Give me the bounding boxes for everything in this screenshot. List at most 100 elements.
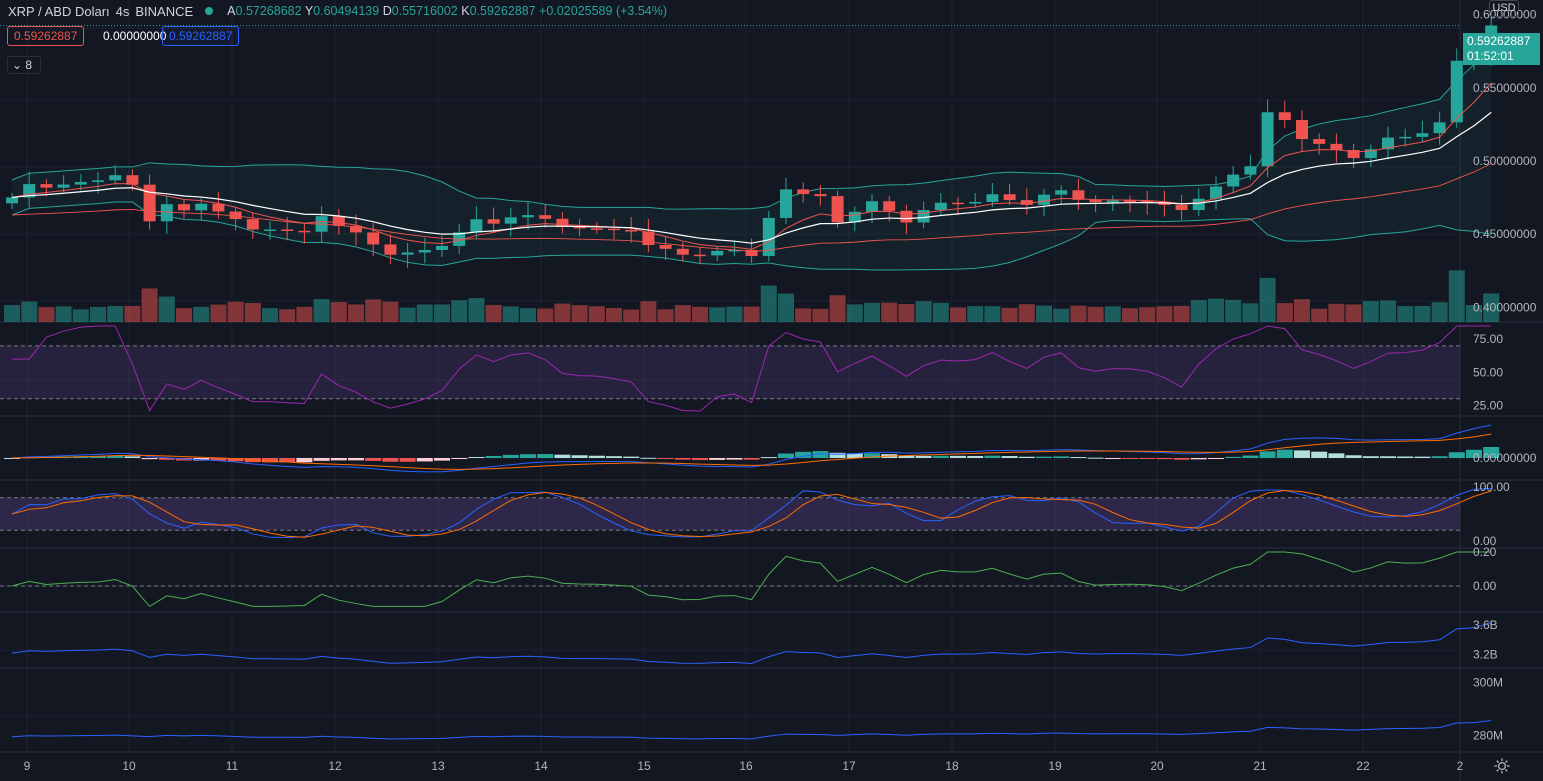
volume-bar: [1345, 304, 1362, 322]
macd-histogram-bar: [950, 455, 966, 458]
macd-histogram-bar: [279, 458, 296, 463]
macd-histogram-bar: [330, 458, 347, 461]
high-value: 0.60494139: [313, 4, 380, 18]
macd-histogram-bar: [90, 456, 106, 458]
volume-bar: [1311, 308, 1328, 322]
candle-body: [1244, 166, 1257, 175]
buy-button[interactable]: 0.59262887: [162, 26, 240, 46]
indicators-toggle-button[interactable]: ⌄ 8: [7, 56, 41, 74]
macd-histogram-bar: [1001, 456, 1018, 458]
candle-body: [969, 201, 982, 204]
macd-histogram-bar: [674, 458, 691, 460]
volume-bar: [1225, 299, 1242, 322]
volume-bar: [4, 305, 20, 322]
stoch-tick-label: 100.00: [1473, 480, 1510, 494]
candle-body: [160, 204, 173, 222]
volume-bar: [124, 305, 141, 322]
volume-bar: [1414, 306, 1431, 322]
macd-histogram-bar: [124, 456, 141, 458]
symbol-name[interactable]: XRP / ABD Doları: [8, 3, 110, 19]
volume-bar: [864, 302, 880, 322]
macd-histogram-bar: [1466, 449, 1482, 458]
macd-histogram-bar: [1070, 457, 1087, 459]
volume-bar: [950, 307, 966, 322]
time-axis-label: 10: [122, 759, 136, 773]
candle-body: [1382, 137, 1394, 150]
volume-bar: [1259, 277, 1276, 322]
rsi-band: [0, 345, 1460, 399]
candle-body: [1106, 200, 1119, 203]
candle-body: [556, 218, 569, 227]
volume-bar: [692, 306, 708, 322]
stoch-band: [0, 497, 1460, 531]
market-status-icon: [205, 7, 214, 15]
volume-bar: [227, 301, 244, 322]
obv-tick-label: 3.2B: [1473, 648, 1498, 662]
candle-body: [1261, 112, 1274, 167]
volume-bar: [296, 306, 313, 322]
macd-histogram-bar: [4, 458, 20, 459]
macd-histogram-bar: [967, 455, 984, 458]
macd-histogram-bar: [588, 455, 605, 458]
close-value: 0.59262887: [469, 4, 536, 18]
low-label: D: [382, 4, 392, 18]
macd-histogram-bar: [640, 457, 657, 459]
time-axis-label: 2: [1457, 759, 1464, 773]
candle-body: [1020, 200, 1033, 205]
high-label: Y: [304, 4, 314, 18]
volume-bar: [399, 307, 416, 322]
volume-bar: [72, 309, 89, 322]
currency-button[interactable]: USD: [1489, 0, 1519, 17]
symbol-header: XRP / ABD Doları 4s BINANCE A0.57268682 …: [8, 2, 667, 20]
volume-bar: [210, 304, 227, 322]
macd-histogram-bar: [451, 458, 468, 460]
macd-histogram-bar: [416, 458, 433, 462]
macd-histogram-bar: [1448, 452, 1465, 458]
time-axis-label: 17: [842, 759, 856, 773]
rsi-tick-label: 50.00: [1473, 365, 1503, 379]
macd-histogram-bar: [1362, 456, 1379, 458]
macd-histogram-bar: [829, 452, 846, 458]
interval-label[interactable]: 4s: [115, 3, 130, 19]
volume-bar: [795, 308, 812, 322]
volume-bar: [55, 306, 72, 322]
price-tick-label: 0.45000000: [1473, 227, 1537, 241]
candle-body: [1192, 198, 1205, 211]
open-label: A: [227, 4, 236, 18]
macd-histogram-bar: [812, 451, 829, 458]
macd-histogram-bar: [623, 456, 640, 458]
macd-histogram-bar: [1414, 456, 1431, 458]
candle-body: [504, 217, 517, 224]
macd-histogram-bar: [1036, 456, 1052, 458]
gear-icon[interactable]: [1494, 758, 1510, 774]
candle-body: [1175, 204, 1188, 211]
candle-body: [401, 252, 414, 255]
price-tick-label: 0.50000000: [1473, 154, 1537, 168]
volume-bar: [1139, 307, 1156, 322]
volume-bar: [1466, 305, 1482, 322]
volume-bar: [451, 300, 468, 322]
sell-button[interactable]: 0.59262887: [7, 26, 85, 46]
candle-body: [195, 203, 208, 211]
chevron-down-icon: ⌄: [12, 58, 23, 72]
open-value: 0.57268682: [235, 4, 302, 18]
indicator-count: 8: [25, 58, 33, 72]
volume-bar: [1190, 300, 1207, 322]
candle-body: [522, 215, 534, 218]
volume-bar: [1053, 308, 1070, 322]
candle-body: [92, 180, 104, 182]
volume-bar: [1328, 303, 1345, 322]
volume-bar: [244, 303, 261, 322]
candle-body: [952, 202, 964, 205]
volume-bar: [141, 288, 158, 322]
volume-cumulative-line: [11, 719, 1492, 740]
ema-slow-line: [11, 111, 1492, 244]
volume-bar: [829, 295, 846, 322]
volume-bar: [984, 306, 1001, 322]
macd-histogram-bar: [296, 458, 313, 463]
macd-histogram-bar: [485, 455, 502, 458]
macd-histogram-bar: [1431, 456, 1448, 458]
candle-body: [1399, 136, 1412, 139]
candle-body: [436, 245, 448, 250]
